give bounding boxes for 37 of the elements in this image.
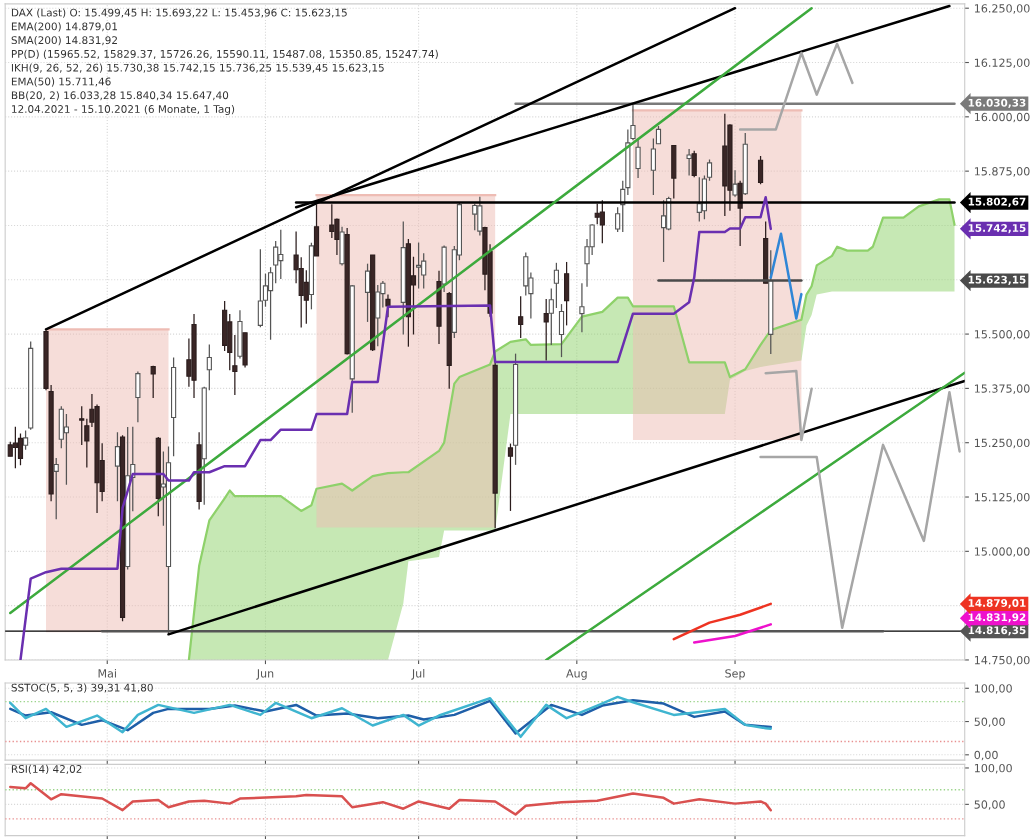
y-tick-label: 15.500,00 <box>974 330 1030 340</box>
annotation: EMA(50) 15.711,46 <box>11 77 111 87</box>
y-tick-label: 15.000,00 <box>974 547 1030 557</box>
series-label: 15.802,67 <box>968 197 1026 207</box>
annotation: SMA(200) 14.831,92 <box>11 36 117 46</box>
y-tick-label: 100,00 <box>974 763 1012 774</box>
annotation: IKH(9, 26, 52, 26) 15.730,38 15.742,15 15.736,25 15.539,45 15.623,15 <box>11 63 384 73</box>
text: 15.623,15 <box>968 275 1026 285</box>
text: 14.816,35 <box>968 626 1026 636</box>
y-tick-label: 15.875,00 <box>974 167 1030 177</box>
x-tick-label: Jun <box>256 669 274 680</box>
x-tick-label: Aug <box>566 669 587 680</box>
y-tick-label: 16.250,00 <box>974 4 1030 14</box>
y-tick-label: 15.250,00 <box>974 438 1030 449</box>
x-tick-label: Sep <box>725 669 745 680</box>
y-tick-label: 100,00 <box>974 684 1012 694</box>
annotation: RSI(14) 42,02 <box>11 764 82 775</box>
text: 14.831,92 <box>968 613 1026 623</box>
y-tick-label: 15.125,00 <box>974 492 1030 503</box>
y-tick-label: 0,00 <box>974 750 998 761</box>
annotation: PP(D) (15965.52, 15829.37, 15726.26, 15590.11, 15487.08, 15350.85, 15247.74) <box>11 49 438 60</box>
y-tick-label: 16.000,00 <box>974 112 1030 123</box>
annotation: BB(20, 2) 16.033,28 15.840,34 15.647,40 <box>11 91 229 101</box>
y-tick-label: 14.750,00 <box>974 655 1030 666</box>
x-tick-label: Jul <box>411 668 425 680</box>
series-label: 16.030,33 <box>968 98 1026 109</box>
y-tick-label: 16.125,00 <box>974 58 1030 69</box>
text: 15.742,15 <box>968 224 1026 234</box>
text: 14.879,01 <box>968 599 1026 609</box>
y-tick-label: 15.375,00 <box>974 384 1030 394</box>
y-tick-label: 50,00 <box>974 717 1005 728</box>
annotation: DAX (Last) O: 15.499,45 H: 15.693,22 L: 15.453,96 C: 15.623,15 <box>11 8 347 18</box>
annotation: SSTOC(5, 5, 3) 39,31 41,80 <box>11 683 153 693</box>
y-tick-label: 50,00 <box>974 800 1005 810</box>
x-tick-label: Mai <box>98 668 116 678</box>
annotation: 12.04.2021 - 15.10.2021 (6 Monate, 1 Tag) <box>12 104 235 115</box>
annotation: EMA(200) 14.879,01 <box>11 22 117 32</box>
